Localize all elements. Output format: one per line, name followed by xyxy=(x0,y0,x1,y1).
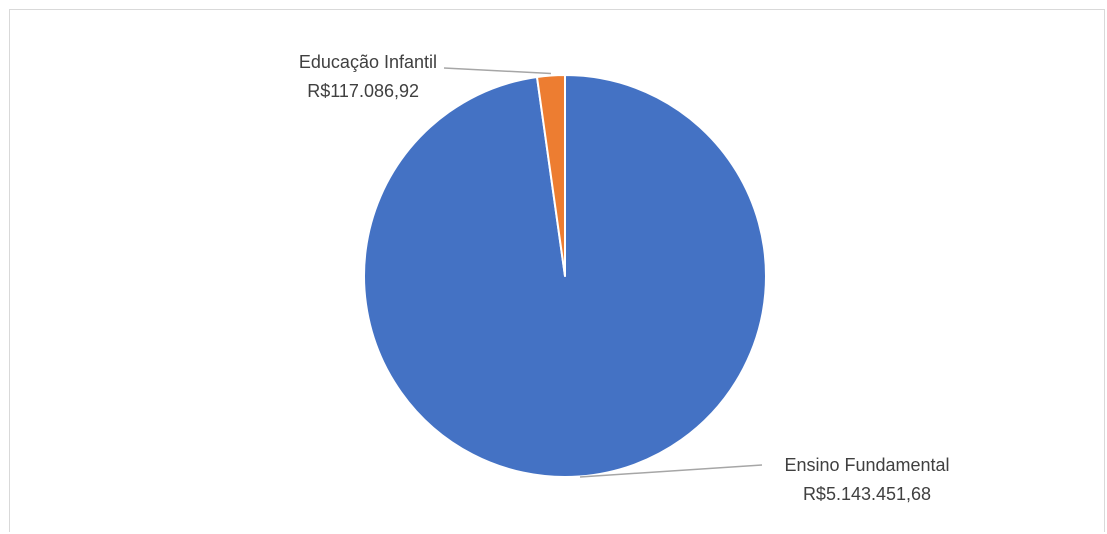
data-label-value-educacao-infantil: R$117.086,92 xyxy=(307,81,419,101)
chart-area xyxy=(9,9,1105,532)
pie-slice-educacao-infantil xyxy=(535,74,566,277)
leader-line-ensino-fundamental xyxy=(579,464,763,478)
leader-line-educacao-infantil xyxy=(443,67,551,75)
data-label-name-educacao-infantil: Educação Infantil xyxy=(299,52,437,72)
data-label-name-ensino-fundamental: Ensino Fundamental xyxy=(784,455,949,475)
data-label-value-ensino-fundamental: R$5.143.451,68 xyxy=(803,484,931,504)
